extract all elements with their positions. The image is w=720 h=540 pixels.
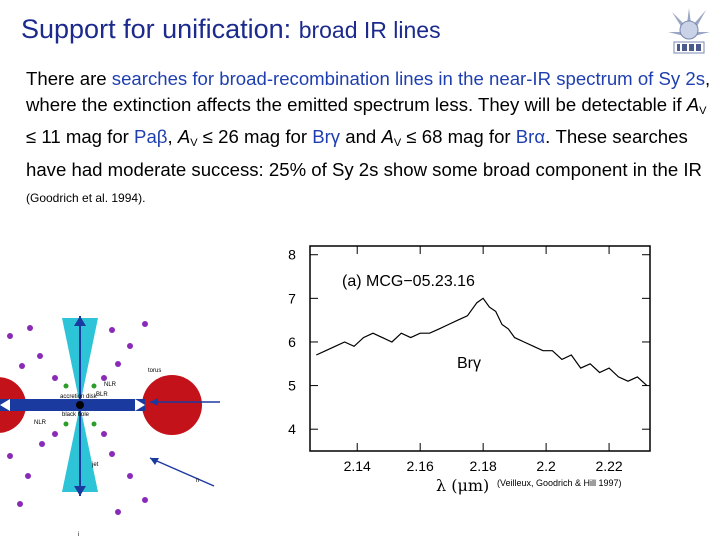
label-blr: BLR <box>96 392 108 398</box>
y-tick-label: 4 <box>288 421 296 437</box>
title-main: Support for unification: <box>21 14 292 44</box>
x-tick-label: 2.16 <box>407 458 434 474</box>
spectrum-chart: 4 5 6 7 8 2.14 2.16 2.18 2.2 2.22 (a) MCG−05.23.… <box>288 245 651 474</box>
institute-logo <box>668 8 710 54</box>
label-nlr-bottom: NLR <box>34 420 47 426</box>
slide-title: Support for unification: broad IR lines <box>21 14 441 45</box>
label-torus: torus <box>148 368 161 374</box>
reference-citation: (Goodrich et al. 1994). <box>26 190 146 205</box>
x-tick-label: 2.18 <box>470 458 497 474</box>
label-nlr-top: NLR <box>104 382 117 388</box>
y-tick-label: 8 <box>288 247 296 263</box>
label-marker: n <box>196 478 199 484</box>
label-bottom: i <box>78 532 79 538</box>
y-tick-label: 6 <box>288 334 296 350</box>
panel-label: (a) MCG−05.23.16 <box>342 273 475 290</box>
title-sub: broad IR lines <box>298 17 441 43</box>
x-tick-label: 2.2 <box>536 458 556 474</box>
y-tick-label: 5 <box>288 378 296 394</box>
accretion-disk <box>0 399 145 411</box>
y-tick-label: 7 <box>288 290 296 306</box>
agn-unification-diagram: NLR BLR accretion disk black hole NLR je… <box>0 316 220 538</box>
x-tick-label: 2.22 <box>595 458 622 474</box>
annotation-brg: Brγ <box>457 355 481 372</box>
label-black-hole: black hole <box>62 412 90 418</box>
figure-citation: (Veilleux, Goodrich & Hill 1997) <box>497 478 622 488</box>
body-paragraph: There are searches for broad-recombinati… <box>26 68 711 205</box>
spectrum-line <box>316 297 648 387</box>
torus-right <box>142 375 202 435</box>
x-tick-label: 2.14 <box>344 458 371 474</box>
black-hole <box>76 401 84 409</box>
plot-frame <box>309 245 651 452</box>
label-disk: accretion disk <box>60 394 98 400</box>
x-axis-label: λ (μm) <box>436 476 490 495</box>
label-jet: jet <box>91 462 99 468</box>
